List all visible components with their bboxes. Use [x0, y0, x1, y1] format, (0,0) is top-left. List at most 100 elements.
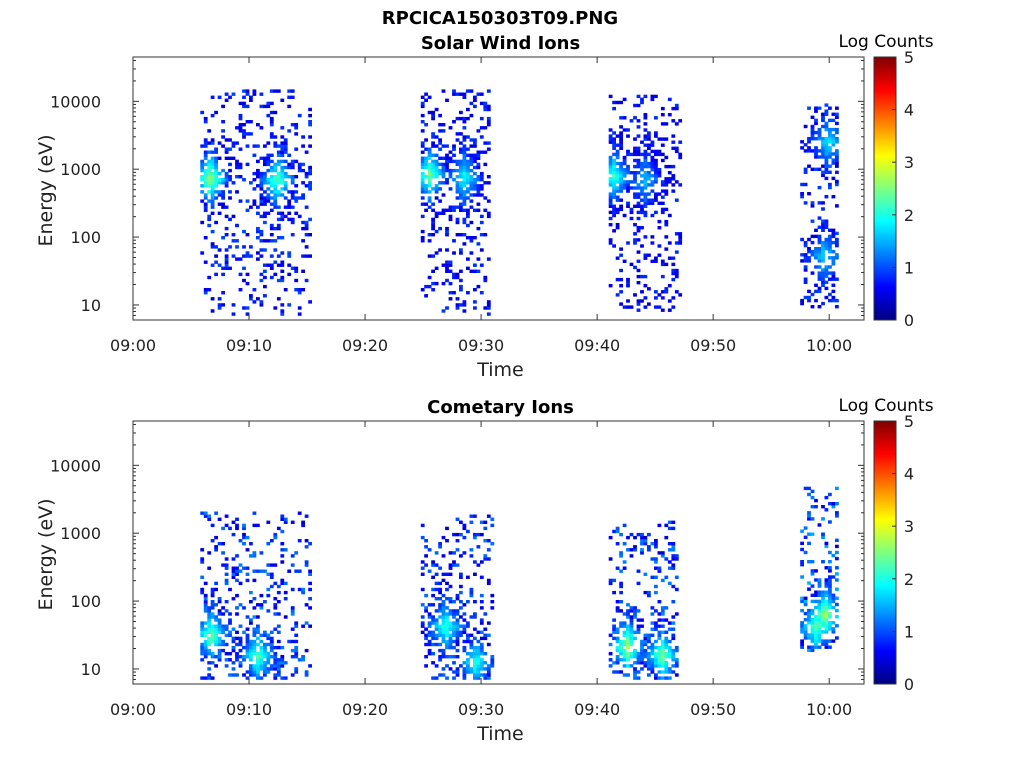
- heatmap-cell: [431, 560, 435, 564]
- heatmap-cell: [657, 600, 662, 604]
- heatmap-cell: [469, 514, 474, 518]
- heatmap-cell: [473, 141, 477, 145]
- heatmap-cell: [636, 658, 641, 662]
- heatmap-cell: [269, 181, 274, 185]
- heatmap-cell: [814, 627, 818, 631]
- heatmap-cell: [280, 548, 285, 552]
- heatmap-cell: [266, 652, 271, 656]
- heatmap-cell: [807, 633, 811, 637]
- heatmap-cell: [280, 303, 285, 307]
- heatmap-cell: [455, 272, 460, 277]
- heatmap-cell: [269, 226, 274, 231]
- heatmap-cell: [466, 600, 470, 604]
- heatmap-cell: [660, 183, 665, 187]
- heatmap-cell: [256, 251, 260, 255]
- heatmap-cell: [657, 226, 662, 230]
- heatmap-cell: [473, 676, 477, 680]
- heatmap-cell: [290, 178, 295, 182]
- heatmap-cell: [259, 92, 264, 96]
- heatmap-cell: [263, 294, 267, 298]
- heatmap-cell: [807, 581, 811, 585]
- heatmap-cell: [810, 639, 815, 643]
- heatmap-cell: [242, 178, 246, 182]
- heatmap-cell: [479, 184, 484, 188]
- heatmap-cell: [214, 618, 218, 622]
- heatmap-cell: [434, 187, 439, 191]
- heatmap-cell: [308, 664, 312, 668]
- heatmap-cell: [231, 254, 236, 258]
- heatmap-cell: [466, 214, 470, 219]
- heatmap-cell: [660, 189, 665, 193]
- heatmap-cell: [434, 135, 439, 139]
- heatmap-cell: [203, 645, 208, 650]
- heatmap-cell: [622, 560, 627, 564]
- heatmap-cell: [269, 563, 274, 567]
- heatmap-cell: [455, 618, 460, 622]
- heatmap-cell: [824, 274, 829, 278]
- heatmap-cell: [210, 205, 215, 209]
- heatmap-cell: [308, 123, 312, 127]
- heatmap-cell: [479, 648, 484, 653]
- heatmap-cell: [490, 664, 495, 668]
- heatmap-cell: [479, 116, 484, 121]
- heatmap-cell: [455, 217, 460, 222]
- heatmap-cell: [283, 520, 288, 524]
- heatmap-cell: [664, 670, 669, 674]
- heatmap-cell: [486, 664, 491, 668]
- heatmap-cell: [269, 135, 274, 139]
- heatmap-cell: [810, 219, 815, 223]
- heatmap-cell: [207, 171, 212, 176]
- heatmap-cell: [831, 250, 836, 254]
- heatmap-cell: [828, 611, 832, 616]
- heatmap-cell: [626, 299, 630, 303]
- heatmap-cell: [483, 306, 488, 310]
- heatmap-cell: [238, 636, 243, 641]
- heatmap-cell: [831, 161, 836, 165]
- heatmap-cell: [217, 630, 222, 634]
- heatmap-cell: [290, 673, 295, 677]
- heatmap-cell: [207, 639, 212, 644]
- heatmap-cell: [612, 174, 616, 178]
- heatmap-cell: [654, 198, 658, 202]
- heatmap-cell: [619, 186, 623, 190]
- heatmap-cell: [660, 642, 665, 647]
- heatmap-cell: [249, 642, 253, 647]
- heatmap-cell: [612, 213, 616, 218]
- heatmap-cell: [207, 627, 212, 631]
- heatmap-cell: [438, 162, 442, 167]
- heatmap-cell: [207, 162, 212, 167]
- heatmap-cell: [420, 156, 425, 160]
- heatmap-cell: [441, 175, 446, 179]
- heatmap-cell: [427, 652, 432, 656]
- heatmap-cell: [654, 621, 658, 625]
- heatmap-cell: [636, 609, 641, 613]
- heatmap-cell: [297, 165, 302, 170]
- heatmap-cell: [633, 265, 637, 270]
- heatmap-cell: [469, 655, 474, 659]
- heatmap-cell: [647, 201, 651, 205]
- heatmap-cell: [273, 196, 278, 200]
- heatmap-cell: [817, 216, 822, 220]
- heatmap-cell: [486, 147, 491, 151]
- heatmap-cell: [835, 544, 839, 549]
- heatmap-cell: [266, 153, 271, 157]
- heatmap-cell: [466, 223, 470, 228]
- heatmap-cell: [273, 248, 278, 252]
- heatmap-cell: [473, 159, 477, 164]
- heatmap-cell: [420, 196, 425, 200]
- heatmap-cell: [486, 670, 491, 674]
- heatmap-cell: [459, 110, 463, 115]
- heatmap-cell: [273, 272, 278, 277]
- heatmap-cell: [835, 298, 839, 303]
- heatmap-cell: [626, 642, 630, 647]
- heatmap-cell: [469, 138, 474, 142]
- heatmap-cell: [207, 652, 212, 656]
- heatmap-cell: [238, 123, 243, 127]
- heatmap-cell: [636, 158, 641, 163]
- heatmap-cell: [245, 251, 250, 255]
- heatmap-cell: [835, 277, 839, 281]
- heatmap-cell: [294, 621, 299, 625]
- heatmap-cell: [814, 599, 818, 604]
- heatmap-cell: [256, 211, 260, 215]
- heatmap-cell: [664, 177, 669, 181]
